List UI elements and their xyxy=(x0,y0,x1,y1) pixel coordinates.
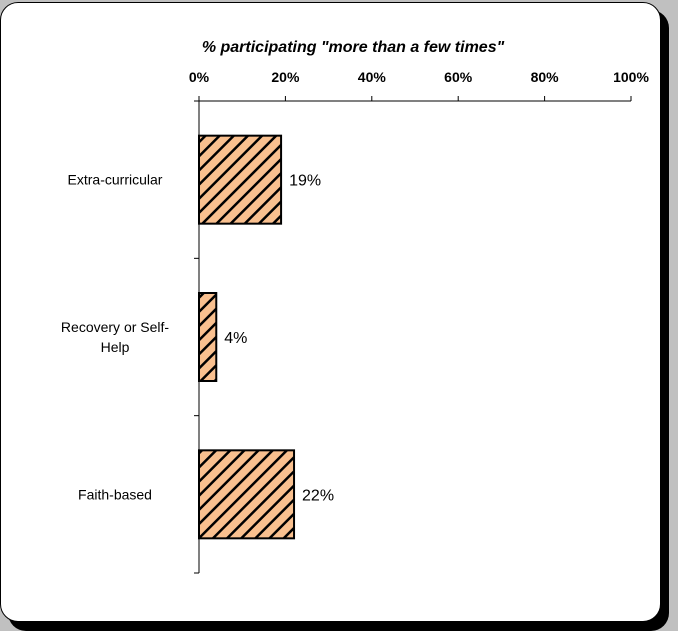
data-label: 19% xyxy=(289,173,321,190)
x-tick-label: 40% xyxy=(358,69,387,85)
category-label: Extra-curricular xyxy=(68,172,163,188)
bar xyxy=(198,292,218,382)
category-label: Recovery or Self- Help xyxy=(61,319,169,355)
data-label: 4% xyxy=(224,330,247,347)
x-tick-label: 0% xyxy=(189,69,210,85)
category-label-line: Extra-curricular xyxy=(68,172,163,188)
x-tick-label: 20% xyxy=(271,69,300,85)
bar xyxy=(198,449,296,540)
category-label-line: Help xyxy=(101,339,130,355)
x-tick-label: 60% xyxy=(444,69,473,85)
x-tick-label: 100% xyxy=(613,69,649,85)
chart-card xyxy=(0,2,661,622)
category-label-line: Faith-based xyxy=(78,486,152,502)
bar xyxy=(198,134,283,225)
category-label: Faith-based xyxy=(78,486,152,502)
data-label: 22% xyxy=(302,487,334,504)
x-tick-label: 80% xyxy=(531,69,560,85)
x-axis-title: % participating "more than a few times" xyxy=(202,39,505,56)
category-label-line: Recovery or Self- xyxy=(61,319,169,335)
